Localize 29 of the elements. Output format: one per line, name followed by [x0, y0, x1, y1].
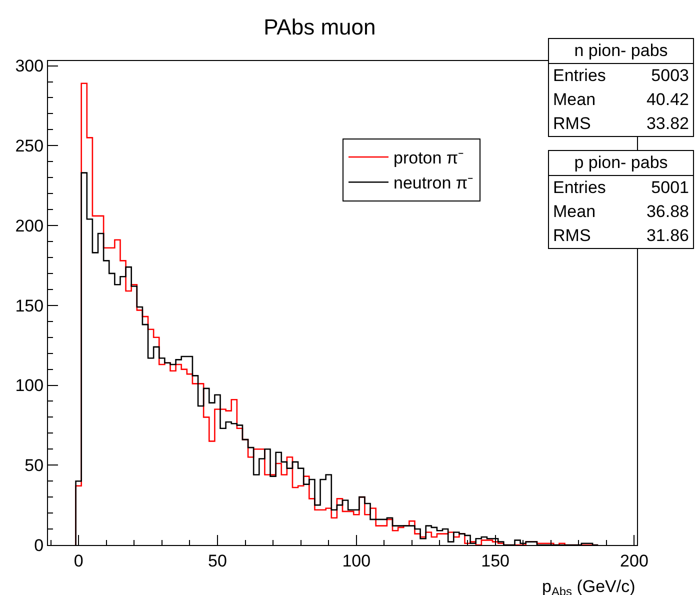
text: 40.42 — [646, 89, 689, 111]
annotation: Mean — [553, 89, 596, 111]
x-tick-label: 100 — [342, 551, 371, 570]
text: n pion- pabs — [549, 39, 693, 64]
x-tick-label: 200 — [620, 551, 648, 570]
chart-title: PAbs muon — [264, 14, 376, 40]
annotation: RMS — [553, 113, 591, 135]
annotation: Mean — [553, 201, 596, 223]
text: 31.86 — [646, 225, 689, 247]
text: 5001 — [651, 177, 689, 199]
y-tick-label: 250 — [15, 136, 44, 156]
y-tick-label: 200 — [15, 216, 44, 236]
annotation: RMS — [553, 225, 591, 247]
y-tick-label: 150 — [15, 296, 44, 316]
annotation: Entries — [553, 65, 606, 87]
x-tick-label: 150 — [481, 551, 510, 570]
text: 5003 — [651, 65, 689, 87]
annotation: p pion- pabs — [549, 151, 693, 176]
text: 36.88 — [646, 201, 689, 223]
annotation: Entries — [553, 177, 606, 199]
y-tick-label: 0 — [34, 536, 44, 555]
y-tick-label: 50 — [24, 456, 44, 476]
y-tick-label: 100 — [15, 376, 44, 396]
y-tick-label: 300 — [15, 56, 44, 76]
text: 33.82 — [646, 113, 689, 135]
legend-label: neutron π⁻ — [394, 174, 474, 193]
x-tick-label: 0 — [74, 551, 84, 570]
x-tick-label: 50 — [208, 551, 227, 570]
legend-label: proton π⁻ — [394, 148, 464, 168]
